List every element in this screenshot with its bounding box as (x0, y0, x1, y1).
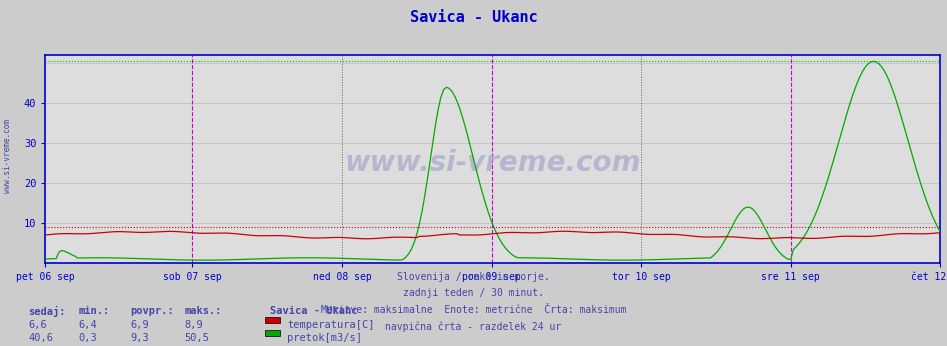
Text: 40,6: 40,6 (28, 333, 53, 343)
Text: navpična črta - razdelek 24 ur: navpična črta - razdelek 24 ur (385, 321, 562, 332)
Text: pretok[m3/s]: pretok[m3/s] (287, 333, 362, 343)
Text: Savica - Ukanc: Savica - Ukanc (270, 306, 357, 316)
Text: Meritve: maksimalne  Enote: metrične  Črta: maksimum: Meritve: maksimalne Enote: metrične Črta… (321, 305, 626, 315)
Text: 9,3: 9,3 (131, 333, 150, 343)
Text: zadnji teden / 30 minut.: zadnji teden / 30 minut. (403, 288, 544, 298)
Text: 6,9: 6,9 (131, 320, 150, 330)
Text: www.si-vreme.com: www.si-vreme.com (345, 149, 641, 177)
Text: temperatura[C]: temperatura[C] (287, 320, 374, 330)
Text: maks.:: maks.: (185, 306, 223, 316)
Text: 50,5: 50,5 (185, 333, 209, 343)
Text: sedaj:: sedaj: (28, 306, 66, 317)
Text: Slovenija / reke in morje.: Slovenija / reke in morje. (397, 272, 550, 282)
Text: 0,3: 0,3 (79, 333, 98, 343)
Text: min.:: min.: (79, 306, 110, 316)
Text: Savica - Ukanc: Savica - Ukanc (410, 10, 537, 25)
Text: 6,4: 6,4 (79, 320, 98, 330)
Text: 8,9: 8,9 (185, 320, 204, 330)
Text: povpr.:: povpr.: (131, 306, 174, 316)
Text: www.si-vreme.com: www.si-vreme.com (3, 119, 12, 193)
Text: 6,6: 6,6 (28, 320, 47, 330)
